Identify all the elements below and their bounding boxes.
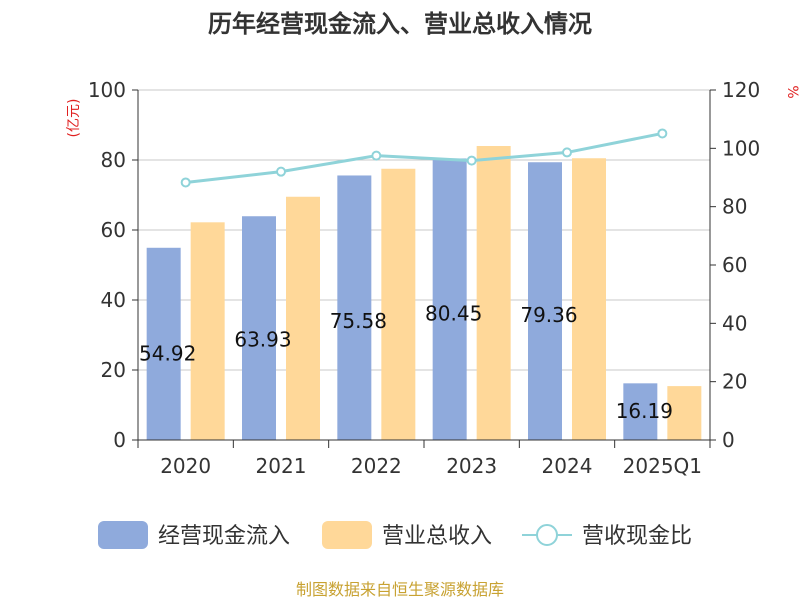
right-tick-label: 0 (722, 428, 735, 452)
bar-revenue (190, 222, 225, 440)
bar-cash-inflow (146, 247, 181, 440)
right-tick-label: 120 (722, 78, 760, 102)
left-axis-unit: (亿元) (66, 99, 82, 138)
right-tick-label: 100 (722, 136, 760, 160)
legend-label-cash-inflow: 经营现金流入 (158, 524, 290, 549)
bar-revenue (667, 386, 702, 440)
data-label-cash-inflow: 16.19 (616, 399, 673, 423)
data-label-cash-inflow: 63.93 (234, 327, 291, 351)
legend-swatch-revenue (322, 521, 372, 549)
x-tick-label: 2024 (542, 454, 593, 478)
ratio-point (657, 128, 668, 139)
legend-swatch-cash-inflow (98, 521, 148, 549)
x-tick-label: 2023 (446, 454, 497, 478)
legend-marker-ratio (536, 524, 558, 546)
legend: 经营现金流入 营业总收入 营收现金比 (98, 521, 692, 549)
left-tick-label: 60 (101, 218, 126, 242)
left-tick-label: 20 (101, 358, 126, 382)
left-tick-label: 0 (113, 428, 126, 452)
legend-label-ratio: 营收现金比 (582, 524, 692, 549)
legend-label-revenue: 营业总收入 (382, 524, 492, 549)
x-tick-label: 2022 (351, 454, 402, 478)
bar-revenue (381, 168, 416, 440)
right-tick-label: 20 (722, 370, 747, 394)
ratio-line (180, 128, 668, 188)
right-tick-label: 60 (722, 253, 747, 277)
x-tick-label: 2020 (160, 454, 211, 478)
chart-title: 历年经营现金流入、营业总收入情况 (208, 10, 592, 38)
ratio-point (371, 150, 382, 161)
ratio-point (562, 147, 572, 158)
data-label-cash-inflow: 54.92 (139, 342, 196, 366)
data-label-cash-inflow: 79.36 (520, 303, 577, 327)
ratio-point (466, 155, 477, 166)
right-tick-label: 80 (722, 195, 747, 219)
data-label-cash-inflow: 75.58 (330, 309, 387, 333)
bar-cash-inflow (432, 158, 467, 441)
bar-revenue (572, 158, 606, 440)
data-label-cash-inflow: 80.45 (425, 301, 482, 325)
ratio-point (180, 177, 191, 188)
axes: 0 20 40 60 80 100 0 20 40 60 80 100 120 2020 2021 2022 2… (88, 78, 760, 478)
data-labels: 54.92 63.93 75.58 80.45 79.36 16.19 (139, 301, 673, 423)
ratio-line-path (185, 131, 663, 184)
right-tick-label: 40 (722, 311, 747, 335)
left-tick-label: 100 (88, 78, 126, 102)
bar-cash-inflow (337, 175, 372, 440)
x-tick-label: 2025Q1 (623, 454, 702, 478)
source-note: 制图数据来自恒生聚源数据库 (296, 580, 504, 599)
left-tick-label: 40 (101, 288, 126, 312)
left-tick-label: 80 (101, 148, 126, 172)
ratio-point (276, 166, 286, 177)
bar-cash-inflow (528, 162, 562, 441)
bar-cash-inflow (242, 216, 276, 440)
bar-revenue (476, 146, 511, 440)
bars (146, 146, 702, 441)
x-tick-label: 2021 (256, 454, 307, 478)
right-axis-unit: % (784, 85, 800, 98)
bar-cash-inflow (623, 383, 658, 440)
bar-revenue (286, 196, 320, 440)
